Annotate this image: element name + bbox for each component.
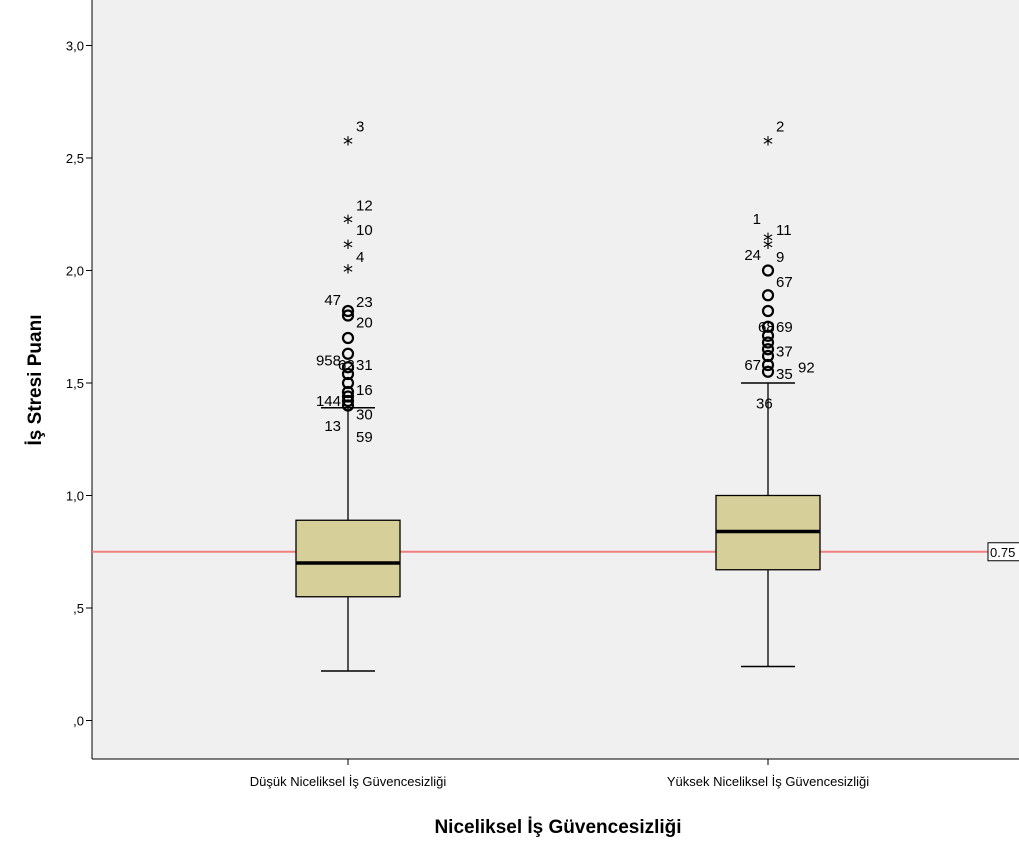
- case-label: 9: [776, 249, 784, 266]
- y-tick-label: ,0: [73, 714, 84, 729]
- case-label: 1: [753, 211, 761, 228]
- outlier-marker: [341, 361, 355, 374]
- y-tick-label: ,5: [73, 601, 84, 616]
- case-label: 13: [324, 418, 341, 435]
- y-tick-label: 3,0: [66, 39, 84, 54]
- case-label: 59: [356, 429, 373, 446]
- case-label: 958: [316, 353, 341, 370]
- case-label: 69: [776, 319, 793, 336]
- case-label: 16: [356, 382, 373, 399]
- outlier-marker: [341, 394, 355, 408]
- y-tick-label: 1,0: [66, 489, 84, 504]
- outlier-marker: [761, 329, 775, 342]
- outlier-marker: [761, 289, 775, 302]
- x-category-label: Düşük Niceliksel İş Güvencesizliği: [250, 774, 447, 789]
- outlier-marker: [761, 304, 775, 318]
- case-label: 47: [324, 292, 341, 309]
- x-axis-title: Niceliksel İş Güvencesizliği: [434, 817, 681, 838]
- y-tick-label: 2,0: [66, 264, 84, 279]
- reference-line-group: 0.75: [92, 542, 1019, 562]
- iqr-box: [295, 519, 401, 598]
- case-label: 35: [776, 366, 793, 383]
- extreme-marker: *: [343, 261, 353, 285]
- extreme-marker: *: [763, 236, 773, 260]
- x-axis-ticks: Düşük Niceliksel İş Güvencesizliği Yüksek…: [250, 759, 869, 789]
- case-label: 37: [776, 344, 793, 361]
- outlier-marker: [341, 331, 355, 345]
- reference-label-box: [987, 542, 1019, 562]
- y-axis-ticks: ,0 ,5 1,0 1,5 2,0 2,5 3,0: [66, 39, 92, 729]
- case-label: 12: [356, 197, 373, 214]
- case-label: 67: [744, 357, 761, 374]
- extreme-marker: *: [343, 236, 353, 260]
- y-axis-title: İş Stresi Puanı: [25, 315, 46, 446]
- extreme-marker: *: [763, 229, 773, 253]
- outlier-marker: [761, 358, 775, 372]
- outlier-marker: [341, 347, 355, 360]
- extreme-marker: *: [343, 132, 353, 156]
- case-label: 36: [756, 395, 773, 412]
- case-label: 67: [776, 274, 793, 291]
- outlier-marker: [341, 399, 355, 412]
- outlier-marker: [761, 336, 775, 349]
- case-label: 10: [356, 222, 373, 239]
- x-category-label: Yüksek Niceliksel İş Güvencesizliği: [667, 774, 869, 789]
- case-label: 2: [776, 119, 784, 136]
- case-label: 68: [758, 319, 775, 336]
- outlier-marker: [341, 304, 355, 318]
- case-label: 24: [744, 247, 761, 264]
- outlier-marker: [761, 343, 775, 356]
- y-tick-label: 2,5: [66, 151, 84, 166]
- case-label: 23: [356, 294, 373, 311]
- case-label: 30: [356, 407, 373, 424]
- extreme-marker: *: [343, 211, 353, 235]
- outlier-marker: [341, 309, 355, 322]
- case-label: 144: [316, 393, 341, 410]
- y-tick-label: 1,5: [66, 376, 84, 391]
- outlier-marker: [761, 264, 775, 277]
- case-label: 31: [356, 357, 373, 374]
- case-label: 92: [798, 359, 815, 376]
- reference-line-label: 0.75: [990, 545, 1015, 560]
- case-label: 62: [338, 357, 355, 374]
- case-label: 20: [356, 314, 373, 331]
- case-label: 11: [776, 222, 792, 239]
- case-label: 3: [356, 119, 364, 136]
- plot-background: [92, 0, 1019, 759]
- outlier-marker: [761, 365, 775, 378]
- case-label: 4: [356, 249, 364, 266]
- extreme-marker: *: [763, 132, 773, 156]
